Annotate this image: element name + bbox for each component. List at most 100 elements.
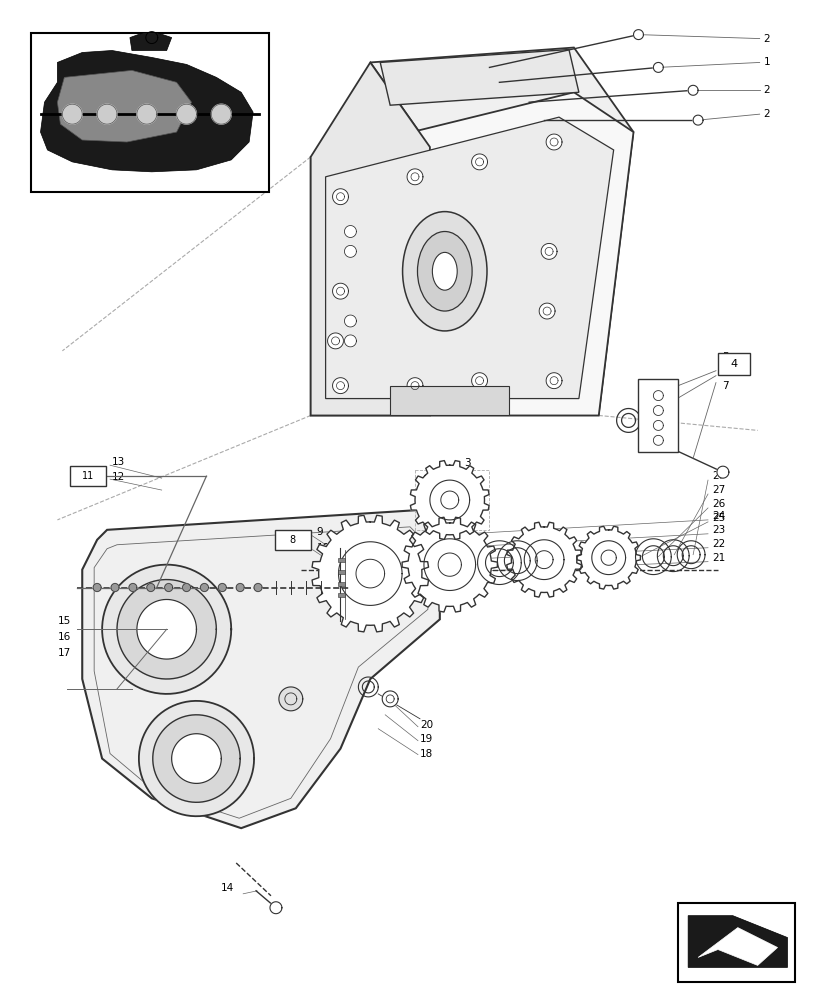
- Polygon shape: [370, 48, 633, 147]
- Polygon shape: [382, 691, 398, 707]
- Polygon shape: [102, 565, 231, 694]
- Polygon shape: [332, 378, 348, 394]
- Text: 25: 25: [711, 513, 724, 523]
- Polygon shape: [692, 115, 702, 125]
- Text: 12: 12: [112, 472, 125, 482]
- Text: 20: 20: [419, 720, 433, 730]
- FancyBboxPatch shape: [70, 466, 106, 486]
- Ellipse shape: [432, 252, 457, 290]
- Polygon shape: [576, 526, 639, 589]
- Polygon shape: [506, 522, 581, 597]
- Polygon shape: [546, 373, 562, 389]
- Polygon shape: [270, 902, 281, 914]
- Bar: [337, 593, 345, 597]
- Text: 16: 16: [57, 632, 70, 642]
- Polygon shape: [93, 584, 101, 591]
- Text: 5: 5: [721, 352, 728, 362]
- Text: 7: 7: [721, 381, 728, 391]
- FancyBboxPatch shape: [275, 530, 310, 550]
- Text: 17: 17: [57, 648, 70, 658]
- Polygon shape: [344, 226, 356, 237]
- Ellipse shape: [417, 232, 471, 311]
- Polygon shape: [546, 134, 562, 150]
- Text: 24: 24: [711, 511, 724, 521]
- Text: 2: 2: [762, 109, 769, 119]
- Polygon shape: [344, 245, 356, 257]
- Polygon shape: [390, 386, 509, 415]
- Text: 8: 8: [289, 535, 295, 545]
- Polygon shape: [200, 584, 208, 591]
- Polygon shape: [716, 466, 728, 478]
- Polygon shape: [117, 580, 216, 679]
- Polygon shape: [130, 33, 171, 51]
- FancyBboxPatch shape: [677, 903, 795, 982]
- Text: 11: 11: [82, 471, 94, 481]
- Polygon shape: [344, 335, 356, 347]
- Polygon shape: [653, 62, 662, 72]
- Polygon shape: [279, 687, 303, 711]
- Text: 9: 9: [316, 527, 323, 537]
- Polygon shape: [57, 70, 191, 142]
- FancyBboxPatch shape: [31, 33, 269, 192]
- Bar: [337, 570, 345, 574]
- Polygon shape: [332, 283, 348, 299]
- Polygon shape: [236, 584, 244, 591]
- Polygon shape: [638, 379, 677, 452]
- Polygon shape: [254, 584, 261, 591]
- Polygon shape: [146, 584, 155, 591]
- Polygon shape: [697, 928, 777, 965]
- Text: 2: 2: [762, 85, 769, 95]
- Text: 21: 21: [711, 553, 724, 563]
- Polygon shape: [687, 85, 697, 95]
- Polygon shape: [310, 62, 429, 415]
- Text: 23: 23: [711, 525, 724, 535]
- Polygon shape: [176, 104, 196, 124]
- Polygon shape: [211, 104, 231, 124]
- Polygon shape: [111, 584, 119, 591]
- Polygon shape: [541, 243, 557, 259]
- Polygon shape: [538, 303, 554, 319]
- Polygon shape: [41, 51, 253, 172]
- FancyBboxPatch shape: [717, 353, 748, 375]
- Text: 22: 22: [711, 539, 724, 549]
- Polygon shape: [407, 378, 423, 394]
- Polygon shape: [171, 734, 221, 783]
- Polygon shape: [129, 584, 136, 591]
- Bar: [337, 582, 345, 586]
- Text: 27: 27: [711, 485, 724, 495]
- Polygon shape: [471, 154, 487, 170]
- Polygon shape: [310, 92, 633, 415]
- Text: 4: 4: [729, 359, 737, 369]
- Polygon shape: [218, 584, 226, 591]
- Polygon shape: [429, 132, 633, 415]
- Polygon shape: [687, 916, 786, 967]
- Text: 6: 6: [721, 366, 728, 376]
- Polygon shape: [471, 373, 487, 389]
- Polygon shape: [182, 584, 190, 591]
- Polygon shape: [136, 104, 156, 124]
- Polygon shape: [332, 189, 348, 205]
- Polygon shape: [325, 117, 613, 399]
- Text: 26: 26: [711, 499, 724, 509]
- Polygon shape: [139, 701, 254, 816]
- Polygon shape: [82, 510, 439, 828]
- Text: 18: 18: [419, 749, 433, 759]
- Polygon shape: [407, 169, 423, 185]
- Text: 28: 28: [711, 471, 724, 481]
- Polygon shape: [402, 517, 497, 612]
- Polygon shape: [136, 599, 196, 659]
- Text: 10: 10: [316, 543, 329, 553]
- Polygon shape: [327, 333, 343, 349]
- Polygon shape: [153, 715, 240, 802]
- Polygon shape: [62, 104, 82, 124]
- Bar: [337, 558, 345, 562]
- Polygon shape: [165, 584, 172, 591]
- Text: 13: 13: [112, 457, 125, 467]
- Polygon shape: [312, 515, 428, 632]
- Polygon shape: [633, 30, 643, 40]
- Polygon shape: [97, 104, 117, 124]
- Text: 14: 14: [220, 883, 233, 893]
- Text: 3: 3: [464, 458, 471, 468]
- Text: 19: 19: [419, 734, 433, 744]
- Polygon shape: [344, 315, 356, 327]
